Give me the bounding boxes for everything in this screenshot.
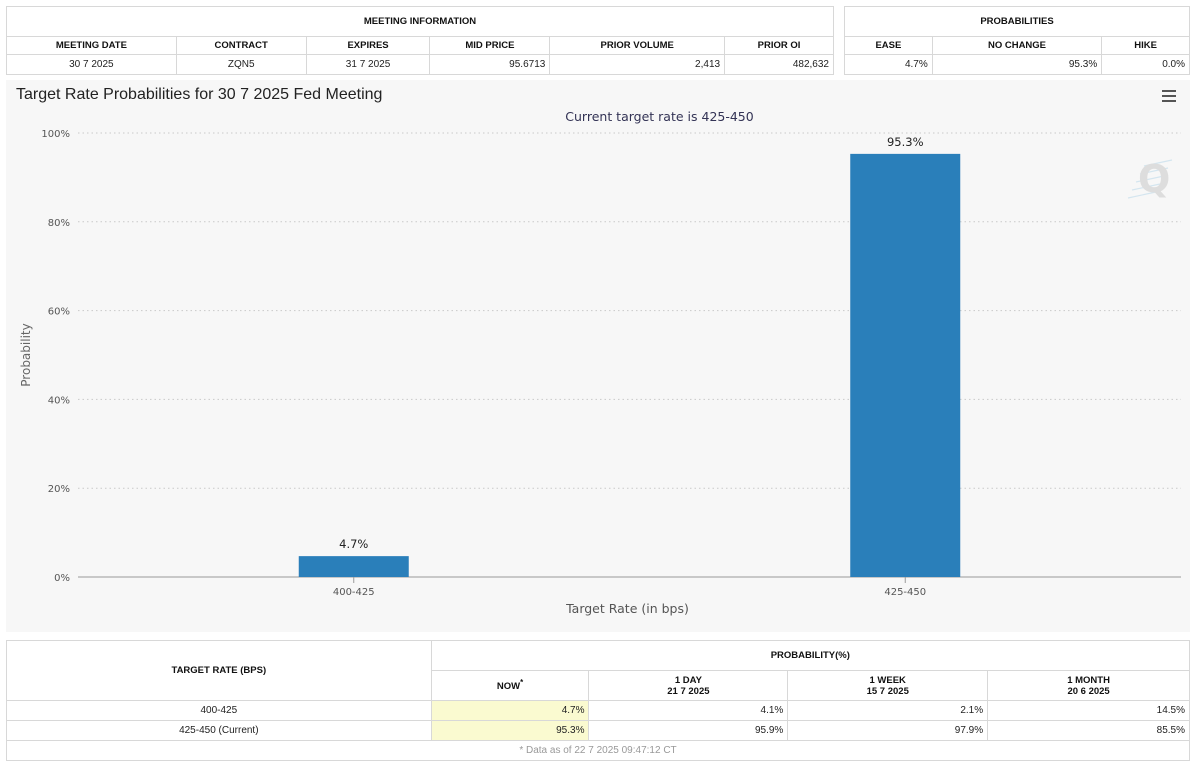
chart-subtitle: Current target rate is 425-450: [565, 109, 753, 124]
col-now: NOW*: [430, 670, 590, 701]
period-date: 20 6 2025: [1067, 685, 1110, 697]
probabilities-header: PROBABILITIES: [844, 6, 1190, 37]
week-cell: 97.9%: [787, 720, 989, 741]
col-probability: PROBABILITY(%): [430, 640, 1191, 671]
hike-value: 0.0%: [1101, 54, 1190, 75]
svg-text:Q: Q: [1138, 157, 1170, 201]
contract-value: ZQN5: [175, 54, 307, 75]
col-expires: EXPIRES: [305, 36, 431, 55]
meeting-information-header: MEETING INFORMATION: [6, 6, 834, 37]
chart-title: Target Rate Probabilities for 30 7 2025 …: [16, 86, 383, 103]
rate-cell: 425-450 (Current): [6, 720, 432, 741]
table-row: 425-450 (Current) 95.3% 95.9% 97.9% 85.5…: [6, 720, 1190, 741]
now-cell: 4.7%: [430, 700, 590, 721]
hamburger-menu-icon[interactable]: [1162, 90, 1176, 102]
col-meeting-date: MEETING DATE: [6, 36, 177, 55]
data-label: 4.7%: [339, 537, 368, 551]
x-axis-title: Target Rate (in bps): [565, 601, 689, 616]
day-cell: 95.9%: [588, 720, 789, 741]
target-rate-probability-table: TARGET RATE (BPS) PROBABILITY(%) NOW* 1 …: [6, 640, 1191, 761]
y-tick-label: 80%: [48, 218, 70, 229]
day-cell: 4.1%: [588, 700, 789, 721]
y-tick-label: 40%: [48, 395, 70, 406]
table-row: 400-425 4.7% 4.1% 2.1% 14.5%: [6, 700, 1190, 721]
ease-value: 4.7%: [844, 54, 933, 75]
col-ease: EASE: [844, 36, 933, 55]
now-label: NOW: [496, 681, 521, 693]
month-cell: 14.5%: [987, 700, 1190, 721]
col-hike: HIKE: [1101, 36, 1190, 55]
period-date: 15 7 2025: [866, 685, 909, 697]
y-tick-label: 20%: [48, 484, 70, 495]
expires-value: 31 7 2025: [305, 54, 431, 75]
chart-panel: Q Current target rate is 425-450 0% 20% 40% 6…: [6, 80, 1190, 632]
data-timestamp-footnote: * Data as of 22 7 2025 09:47:12 CT: [6, 740, 1190, 761]
bar-425-450: [850, 153, 961, 578]
col-prior-oi: PRIOR OI: [724, 36, 834, 55]
week-cell: 2.1%: [787, 700, 989, 721]
probabilities-table: PROBABILITIES EASE NO CHANGE HIKE 4.7% 9…: [844, 6, 1190, 75]
meeting-date-value: 30 7 2025: [6, 54, 177, 75]
col-no-change: NO CHANGE: [931, 36, 1103, 55]
prior-oi-value: 482,632: [724, 54, 834, 75]
mid-price-value: 95.6713: [429, 54, 551, 75]
x-tick-label: 400-425: [333, 587, 375, 598]
no-change-value: 95.3%: [931, 54, 1103, 75]
month-cell: 85.5%: [987, 720, 1190, 741]
col-prior-volume: PRIOR VOLUME: [549, 36, 726, 55]
probability-chart: Q Current target rate is 425-450 0% 20% 40% 6…: [19, 109, 1181, 616]
y-axis-title: Probability: [19, 323, 33, 386]
x-tick-label: 425-450: [884, 587, 926, 598]
period-name: 1 MONTH: [1067, 674, 1110, 686]
col-1-month: 1 MONTH 20 6 2025: [987, 670, 1190, 701]
quikstrike-q-logo: Q: [1127, 157, 1173, 201]
y-tick-label: 100%: [41, 129, 70, 140]
period-name: 1 WEEK: [869, 674, 906, 686]
y-tick-label: 60%: [48, 307, 70, 318]
data-label: 95.3%: [887, 135, 924, 149]
now-footnote-mark: *: [520, 678, 524, 688]
period-name: 1 DAY: [674, 674, 702, 686]
prior-volume-value: 2,413: [549, 54, 726, 75]
col-target-rate: TARGET RATE (BPS): [6, 640, 432, 701]
now-cell: 95.3%: [430, 720, 590, 741]
period-date: 21 7 2025: [667, 685, 710, 697]
col-contract: CONTRACT: [175, 36, 307, 55]
meeting-information-table: MEETING INFORMATION MEETING DATE CONTRAC…: [6, 6, 834, 75]
rate-cell: 400-425: [6, 700, 432, 721]
col-1-day: 1 DAY 21 7 2025: [588, 670, 789, 701]
col-1-week: 1 WEEK 15 7 2025: [787, 670, 989, 701]
col-mid-price: MID PRICE: [429, 36, 551, 55]
y-tick-label: 0%: [54, 573, 70, 584]
bar-400-425: [298, 556, 409, 577]
